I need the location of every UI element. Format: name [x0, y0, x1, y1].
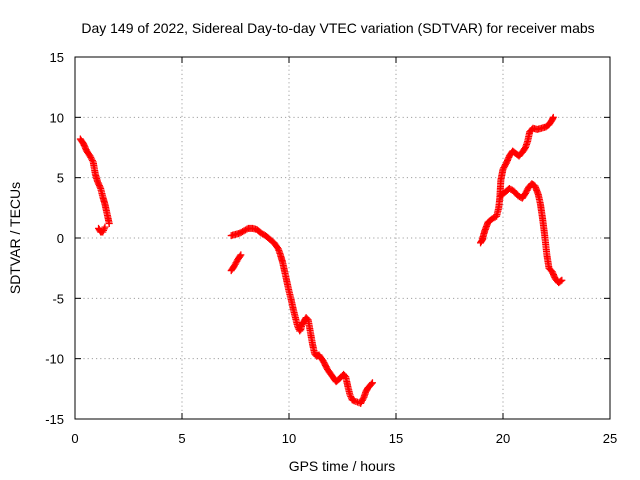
data-point	[549, 113, 557, 121]
x-tick-label: 20	[496, 431, 510, 446]
data-point	[232, 259, 240, 267]
chart-title: Day 149 of 2022, Sidereal Day-to-day VTE…	[81, 20, 594, 36]
data-point	[501, 162, 509, 170]
axis-ticks	[74, 56, 611, 420]
data-point	[522, 188, 530, 196]
data-point	[86, 152, 94, 160]
data-point	[478, 236, 486, 244]
data-point	[231, 260, 239, 268]
data-point	[479, 235, 487, 243]
data-point	[100, 225, 108, 233]
data-point	[87, 153, 95, 161]
data-point	[499, 165, 507, 173]
x-tick-label: 5	[178, 431, 185, 446]
data-point	[230, 262, 238, 270]
y-tick-label: -15	[45, 412, 64, 427]
x-axis-label: GPS time / hours	[289, 458, 396, 474]
data-point	[237, 251, 245, 259]
series-arc-3a	[479, 113, 557, 242]
y-tick-label: -10	[45, 352, 64, 367]
y-axis-label: SDTVAR / TECUs	[7, 182, 23, 294]
data-points	[76, 113, 566, 407]
x-tick-label: 0	[71, 431, 78, 446]
data-point	[347, 392, 355, 400]
data-point	[99, 228, 107, 236]
data-point	[101, 223, 109, 231]
x-tick-label: 25	[603, 431, 617, 446]
data-point	[88, 156, 96, 164]
data-point	[358, 396, 366, 404]
x-tick-labels: 0 5 10 15 20 25	[71, 431, 617, 446]
series-arc-1a	[76, 135, 113, 228]
data-point	[357, 399, 365, 407]
series-arc-3c	[497, 180, 566, 287]
y-tick-label: 0	[57, 231, 64, 246]
y-tick-label: 15	[50, 50, 64, 65]
data-point	[557, 277, 565, 285]
series-arc-2a	[227, 251, 245, 275]
y-tick-label: -5	[52, 291, 64, 306]
series-arc-1b	[95, 223, 109, 236]
data-point	[359, 395, 367, 403]
y-tick-label: 10	[50, 110, 64, 125]
x-tick-label: 10	[282, 431, 296, 446]
data-point	[357, 398, 365, 406]
grid	[75, 57, 610, 419]
data-point	[368, 379, 376, 387]
data-point	[100, 226, 108, 234]
data-point	[367, 380, 375, 388]
data-point	[558, 276, 566, 284]
data-point	[105, 220, 113, 228]
x-tick-label: 15	[389, 431, 403, 446]
y-tick-labels: 15 10 5 0 -5 -10 -15	[45, 50, 64, 427]
data-point	[88, 155, 96, 163]
y-tick-label: 5	[57, 171, 64, 186]
series-arc-3b	[477, 235, 487, 247]
data-point	[346, 391, 354, 399]
data-point	[500, 164, 508, 172]
data-point	[521, 189, 529, 197]
series-arc-2b	[227, 224, 376, 407]
data-point	[236, 252, 244, 260]
data-point	[523, 186, 531, 194]
